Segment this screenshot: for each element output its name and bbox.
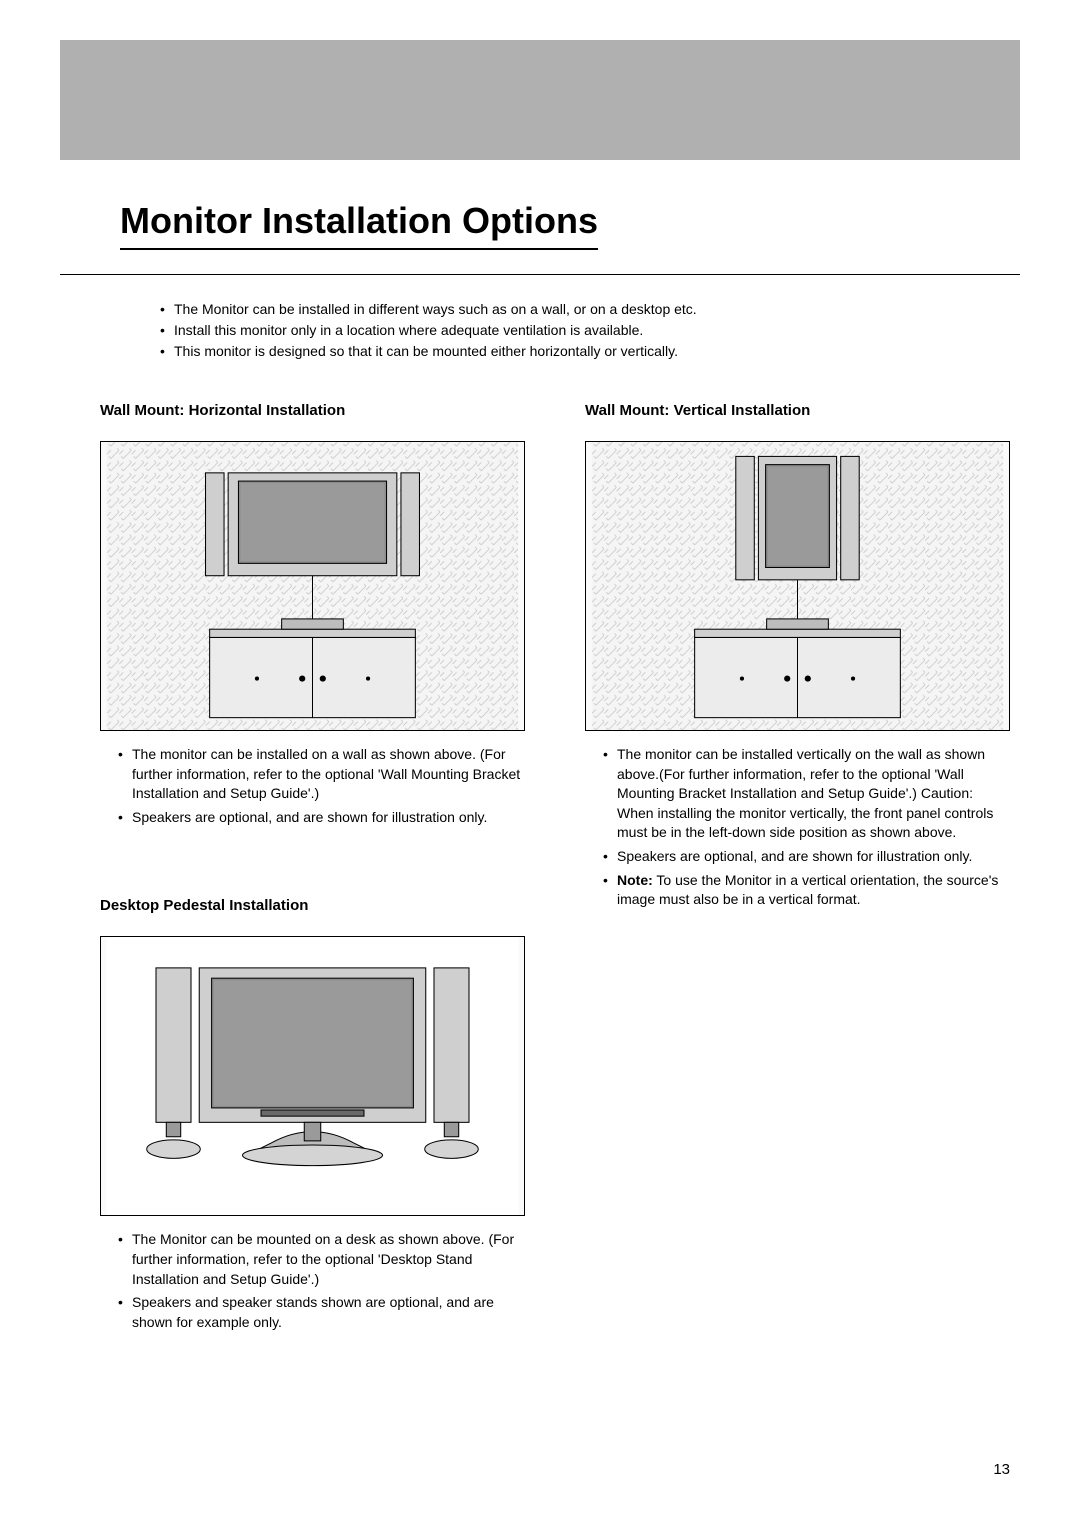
desktop-bullets: The Monitor can be mounted on a desk as … bbox=[118, 1230, 525, 1332]
illustration-desktop bbox=[101, 937, 524, 1215]
list-item: The monitor can be installed vertically … bbox=[603, 745, 1010, 843]
figure-wall-vertical bbox=[585, 441, 1010, 731]
figure-wall-horizontal bbox=[100, 441, 525, 731]
page-number: 13 bbox=[993, 1461, 1010, 1478]
desktop-heading: Desktop Pedestal Installation bbox=[100, 897, 525, 914]
intro-item: This monitor is designed so that it can … bbox=[160, 341, 1020, 362]
horizontal-heading: Wall Mount: Horizontal Installation bbox=[100, 402, 525, 419]
figure-desktop bbox=[100, 936, 525, 1216]
right-column: Wall Mount: Vertical Installation bbox=[585, 402, 1010, 1336]
list-item: Speakers are optional, and are shown for… bbox=[603, 847, 1010, 867]
list-item: Note: To use the Monitor in a vertical o… bbox=[603, 871, 1010, 910]
illustration-horizontal bbox=[101, 442, 524, 730]
desktop-section: Desktop Pedestal Installation bbox=[100, 897, 525, 1332]
page-title: Monitor Installation Options bbox=[120, 200, 598, 250]
list-item: The monitor can be installed on a wall a… bbox=[118, 745, 525, 804]
list-item: The Monitor can be mounted on a desk as … bbox=[118, 1230, 525, 1289]
manual-page: Monitor Installation Options The Monitor… bbox=[0, 0, 1080, 1528]
intro-list: The Monitor can be installed in differen… bbox=[160, 299, 1020, 362]
vertical-heading: Wall Mount: Vertical Installation bbox=[585, 402, 1010, 419]
intro-item: Install this monitor only in a location … bbox=[160, 320, 1020, 341]
intro-item: The Monitor can be installed in differen… bbox=[160, 299, 1020, 320]
vertical-bullets: The monitor can be installed vertically … bbox=[603, 745, 1010, 910]
two-column-row: Wall Mount: Horizontal Installation bbox=[100, 402, 1010, 1336]
title-rule: Monitor Installation Options bbox=[60, 200, 1020, 275]
list-item: Speakers and speaker stands shown are op… bbox=[118, 1293, 525, 1332]
left-column: Wall Mount: Horizontal Installation bbox=[100, 402, 525, 1336]
header-band bbox=[60, 40, 1020, 160]
illustration-vertical bbox=[586, 442, 1009, 730]
list-item: Speakers are optional, and are shown for… bbox=[118, 808, 525, 828]
horizontal-bullets: The monitor can be installed on a wall a… bbox=[118, 745, 525, 827]
